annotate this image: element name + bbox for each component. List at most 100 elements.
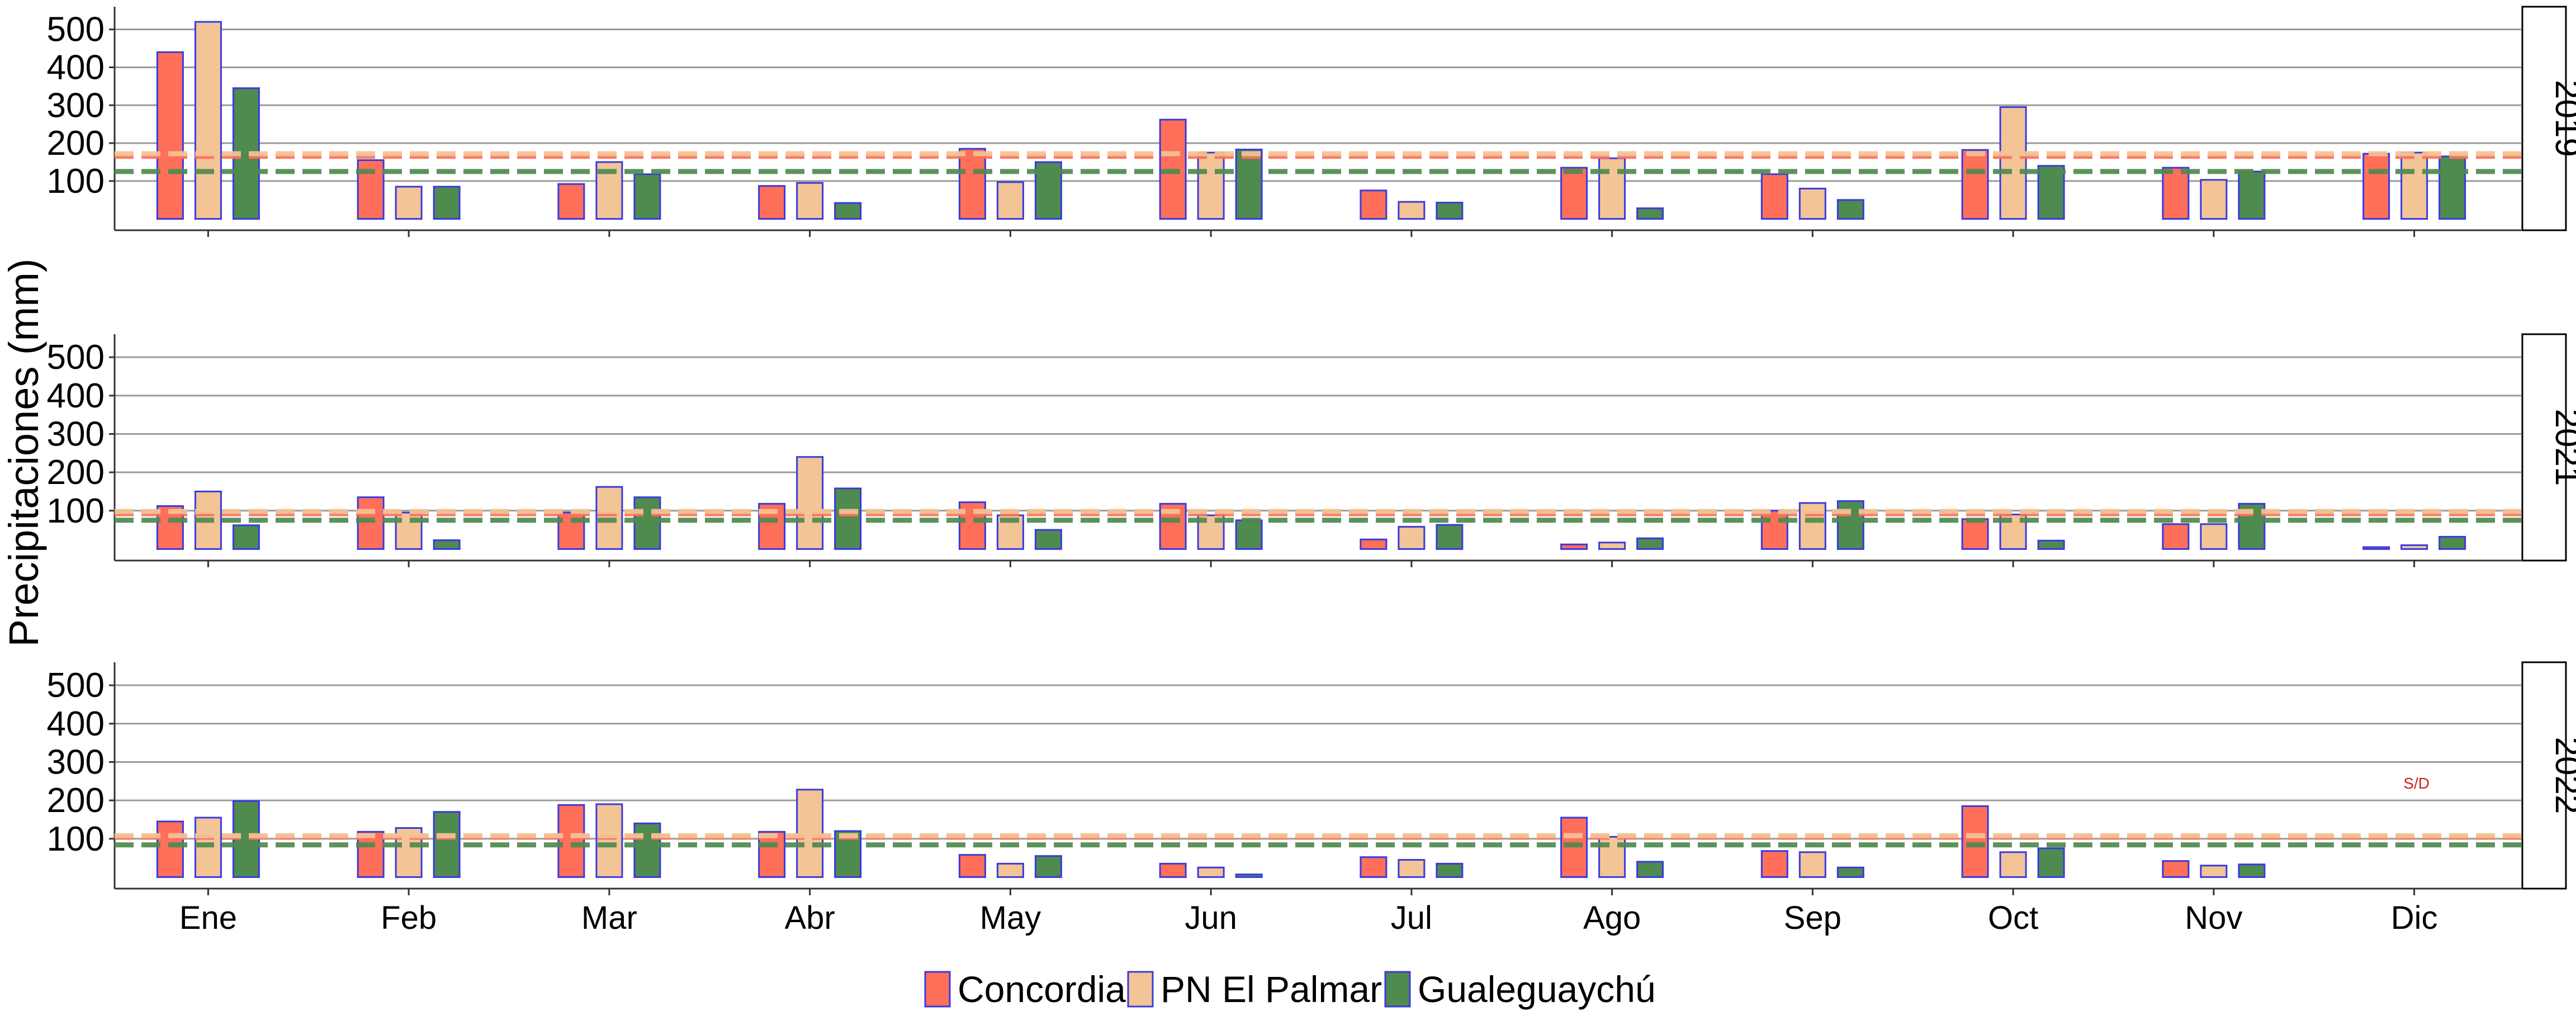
bar-2022-gualeguaychu-oct — [2037, 847, 2065, 878]
bar-2019-gualeguaychu-jul — [1436, 202, 1464, 220]
bar-2021-concordia-feb — [357, 496, 385, 550]
y-tick-label: 500 — [47, 338, 105, 377]
bar-2021-gualeguaychu-mar — [633, 496, 661, 550]
legend-label: Concordia — [958, 969, 1126, 1010]
bar-2022-gualeguaychu-nov — [2238, 863, 2266, 878]
bar-2019-concordia-mar — [557, 183, 585, 220]
bar-2019-gualeguaychu-jun — [1235, 149, 1263, 220]
legend-item-gualeguaychu: Gualeguaychú — [1384, 969, 1656, 1010]
bar-2021-concordia-dic — [2362, 546, 2390, 550]
y-tick-label: 300 — [47, 743, 105, 781]
bar-2019-pn-el-palmar-sep — [1798, 187, 1826, 220]
bar-2019-gualeguaychu-feb — [433, 186, 461, 220]
bar-2021-pn-el-palmar-jul — [1398, 526, 1426, 550]
bar-2022-pn-el-palmar-sep — [1798, 851, 1826, 878]
bar-2021-pn-el-palmar-ago — [1598, 542, 1626, 550]
facet-strip — [2521, 661, 2567, 890]
bar-2021-gualeguaychu-sep — [1836, 500, 1864, 550]
legend-swatch — [1127, 971, 1154, 1008]
y-tick-label: 100 — [47, 162, 105, 201]
bar-2019-concordia-feb — [357, 159, 385, 220]
bar-2021-gualeguaychu-ene — [232, 524, 260, 550]
legend-item-pn-el-palmar: PN El Palmar — [1127, 969, 1382, 1010]
y-tick-label: 200 — [47, 124, 105, 163]
bar-2022-concordia-may — [958, 854, 986, 878]
bar-2021-concordia-oct — [1961, 518, 1989, 550]
bar-2022-concordia-sep — [1760, 850, 1788, 878]
x-tick-label: Feb — [381, 900, 437, 936]
x-tick-label: Nov — [2185, 900, 2242, 936]
bar-2021-gualeguaychu-may — [1034, 529, 1062, 550]
y-tick-label: 100 — [47, 492, 105, 530]
bar-2022-concordia-jul — [1360, 856, 1388, 878]
bar-2022-gualeguaychu-mar — [633, 822, 661, 878]
panels: 1002003004005002019100200300400500202110… — [47, 6, 2576, 936]
bar-2021-gualeguaychu-jul — [1436, 524, 1464, 550]
x-tick-label: May — [980, 900, 1041, 936]
bar-2019-concordia-jul — [1360, 189, 1388, 220]
bar-2019-pn-el-palmar-feb — [395, 186, 423, 220]
legend-label: Gualeguaychú — [1418, 969, 1656, 1010]
x-tick-label: Abr — [784, 900, 835, 936]
bar-2019-concordia-nov — [2162, 167, 2190, 220]
bar-2019-concordia-abr — [758, 185, 786, 220]
bar-2019-gualeguaychu-abr — [834, 202, 862, 220]
bar-2019-concordia-ago — [1560, 167, 1588, 220]
x-tick-label: Jun — [1185, 900, 1237, 936]
y-tick-label: 500 — [47, 666, 105, 705]
bar-2022-pn-el-palmar-nov — [2200, 865, 2228, 878]
y-tick-label: 400 — [47, 705, 105, 743]
bar-2019-pn-el-palmar-dic — [2400, 151, 2428, 220]
bar-2021-gualeguaychu-jun — [1235, 519, 1263, 550]
x-tick-label: Dic — [2391, 900, 2438, 936]
bar-2022-gualeguaychu-jun — [1235, 874, 1263, 878]
x-tick-label: Ago — [1583, 900, 1641, 936]
bar-2021-pn-el-palmar-dic — [2400, 544, 2428, 550]
legend-swatch — [924, 971, 951, 1008]
y-tick-label: 100 — [47, 820, 105, 858]
no-data-note: S/D — [2403, 775, 2430, 792]
bar-2021-concordia-nov — [2162, 523, 2190, 550]
facet-strip-label: 2022 — [2548, 737, 2576, 814]
bar-2022-pn-el-palmar-mar — [595, 803, 623, 878]
bar-2022-gualeguaychu-sep — [1836, 866, 1864, 878]
bar-2021-concordia-sep — [1760, 510, 1788, 550]
bar-2021-gualeguaychu-ago — [1636, 537, 1664, 550]
x-tick-label: Mar — [581, 900, 637, 936]
y-tick-label: 300 — [47, 415, 105, 453]
bar-2022-pn-el-palmar-may — [996, 862, 1024, 878]
bar-2019-pn-el-palmar-may — [996, 181, 1024, 220]
bar-2022-concordia-ene — [156, 820, 184, 878]
x-tick-label: Ene — [179, 900, 237, 936]
x-tick-label: Sep — [1784, 900, 1841, 936]
bar-2021-gualeguaychu-feb — [433, 539, 461, 550]
bar-2022-pn-el-palmar-oct — [1999, 851, 2027, 878]
bar-2019-concordia-dic — [2362, 153, 2390, 220]
x-tick-label: Jul — [1391, 900, 1432, 936]
bar-2019-gualeguaychu-oct — [2037, 165, 2065, 220]
facet-strip — [2521, 6, 2567, 231]
bar-2019-gualeguaychu-nov — [2238, 170, 2266, 220]
bar-2019-gualeguaychu-dic — [2438, 155, 2466, 220]
y-tick-label: 200 — [47, 453, 105, 492]
bar-2019-concordia-ene — [156, 51, 184, 220]
bar-2021-concordia-jul — [1360, 538, 1388, 550]
bar-2019-pn-el-palmar-ene — [194, 21, 222, 220]
bar-2022-gualeguaychu-jul — [1436, 862, 1464, 878]
bar-2019-pn-el-palmar-abr — [796, 182, 824, 220]
bar-2019-pn-el-palmar-jun — [1197, 151, 1225, 220]
bar-2022-concordia-mar — [557, 804, 585, 878]
legend-swatch — [1384, 971, 1411, 1008]
bar-2022-concordia-oct — [1961, 805, 1989, 878]
bar-2021-gualeguaychu-dic — [2438, 535, 2466, 550]
bar-2022-pn-el-palmar-jun — [1197, 866, 1225, 878]
bar-2022-pn-el-palmar-jul — [1398, 859, 1426, 878]
y-tick-label: 400 — [47, 48, 105, 87]
bar-2021-pn-el-palmar-nov — [2200, 523, 2228, 550]
legend-label: PN El Palmar — [1161, 969, 1382, 1010]
facet-strip — [2521, 333, 2567, 562]
y-tick-label: 400 — [47, 377, 105, 415]
bar-2019-gualeguaychu-mar — [633, 173, 661, 220]
